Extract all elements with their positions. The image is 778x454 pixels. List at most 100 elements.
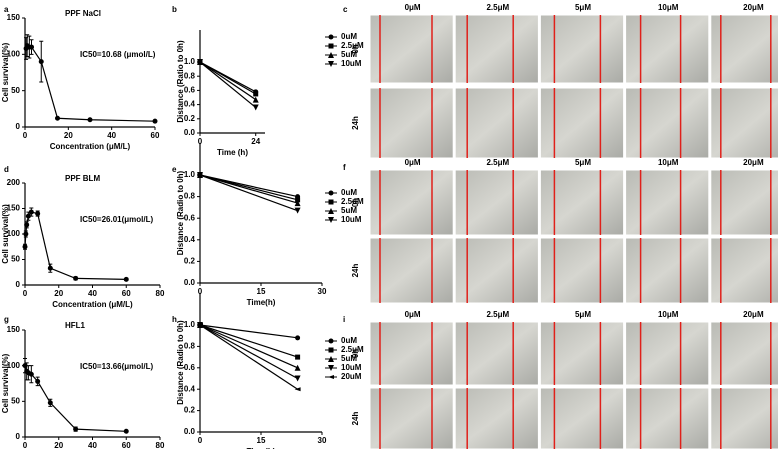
x-tick-label: 24 <box>251 137 260 146</box>
legend-marker <box>328 365 334 371</box>
y-tick-label: 0.0 <box>184 427 196 436</box>
micrograph <box>710 87 778 159</box>
data-point <box>38 59 44 65</box>
series-line <box>24 365 127 432</box>
y-tick-label: 0.8 <box>184 71 196 80</box>
x-axis-label: Concentration (μM/L) <box>52 300 133 309</box>
panel-letter: f <box>343 163 346 172</box>
micrograph <box>539 169 625 236</box>
y-tick-label: 150 <box>7 204 21 213</box>
micrograph <box>710 14 778 84</box>
micrograph <box>454 387 539 450</box>
annotation: IC50=13.66(μmol/L) <box>80 362 153 371</box>
micrograph <box>625 87 710 159</box>
y-axis-label: Cell survival(%) <box>1 353 10 413</box>
legend-marker <box>328 217 334 223</box>
y-tick-label: 100 <box>7 229 21 238</box>
x-tick-label: 0 <box>23 441 28 449</box>
x-tick-label: 20 <box>54 289 63 298</box>
data-point <box>35 211 41 217</box>
micrograph <box>369 87 454 159</box>
micrograph <box>625 387 710 450</box>
micrograph <box>625 14 710 84</box>
row-label: 24h <box>351 116 360 130</box>
legend-label: 2.5uM <box>341 41 364 50</box>
legend-label: 0uM <box>341 188 357 197</box>
data-point <box>294 375 301 382</box>
legend-marker <box>328 190 334 196</box>
x-tick-label: 0 <box>198 436 203 445</box>
y-tick-label: 0.0 <box>184 278 196 287</box>
y-tick-label: 0 <box>16 122 21 131</box>
y-axis-label: Distance (Radio to 0h) <box>176 170 185 255</box>
micrograph <box>369 387 454 450</box>
legend-marker <box>328 61 334 67</box>
series-line <box>199 324 298 339</box>
legend-label: 0uM <box>341 32 357 41</box>
data-point <box>73 275 79 281</box>
legend-label: 10uM <box>341 59 362 68</box>
column-label: 20μM <box>743 158 764 167</box>
y-tick-label: 0 <box>16 280 21 289</box>
y-tick-label: 0.6 <box>184 363 196 372</box>
column-label: 5μM <box>575 3 591 12</box>
row-label: 0h <box>351 44 360 53</box>
chart-title: HFL1 <box>65 321 86 330</box>
column-label: 5μM <box>575 310 591 319</box>
data-point <box>22 244 28 250</box>
row-label: 0h <box>351 198 360 207</box>
y-tick-label: 0.0 <box>184 128 196 137</box>
x-tick-label: 15 <box>257 287 266 296</box>
x-tick-label: 30 <box>318 436 327 445</box>
micrograph <box>454 321 539 386</box>
micrograph <box>539 87 625 159</box>
micrograph <box>369 237 454 304</box>
legend-marker <box>328 338 334 344</box>
micrograph <box>539 14 625 84</box>
legend-marker <box>328 347 334 353</box>
x-tick-label: 15 <box>257 436 266 445</box>
micrograph <box>625 169 710 236</box>
x-tick-label: 40 <box>88 289 97 298</box>
legend-label: 2.5uM <box>341 345 364 354</box>
x-tick-label: 60 <box>151 131 160 140</box>
y-tick-label: 50 <box>11 396 20 405</box>
data-point <box>28 371 34 377</box>
legend-label: 5uM <box>341 354 357 363</box>
x-tick-label: 0 <box>23 289 28 298</box>
legend-label: 10uM <box>341 215 362 224</box>
data-point <box>252 104 259 111</box>
series-line <box>199 324 298 369</box>
y-tick-label: 0.2 <box>184 257 196 266</box>
y-tick-label: 100 <box>7 49 21 58</box>
x-tick-label: 30 <box>318 287 327 296</box>
legend-marker <box>328 375 334 379</box>
legend-label: 2.5uM <box>341 197 364 206</box>
data-point <box>295 335 301 341</box>
data-point <box>23 231 29 237</box>
data-point <box>294 207 301 214</box>
micrograph <box>625 237 710 304</box>
x-tick-label: 60 <box>122 289 131 298</box>
data-point <box>294 364 301 371</box>
data-point <box>73 426 79 432</box>
x-tick-label: 40 <box>88 441 97 449</box>
micrograph <box>454 14 539 84</box>
data-point <box>55 115 60 121</box>
series-line <box>199 174 298 212</box>
y-tick-label: 1.0 <box>184 57 196 66</box>
micrograph <box>369 321 454 386</box>
legend-marker <box>328 34 334 40</box>
chart-title: PPF BLM <box>65 174 100 183</box>
y-tick-label: 0.6 <box>184 213 196 222</box>
column-label: 10μM <box>658 310 679 319</box>
panel-letter: i <box>343 315 345 324</box>
series-line <box>199 61 257 108</box>
column-label: 2.5μM <box>486 158 509 167</box>
panel-letter: d <box>4 165 9 174</box>
micrograph <box>454 169 539 236</box>
y-tick-label: 150 <box>7 325 21 334</box>
series-line <box>199 61 257 101</box>
data-point <box>24 222 30 228</box>
